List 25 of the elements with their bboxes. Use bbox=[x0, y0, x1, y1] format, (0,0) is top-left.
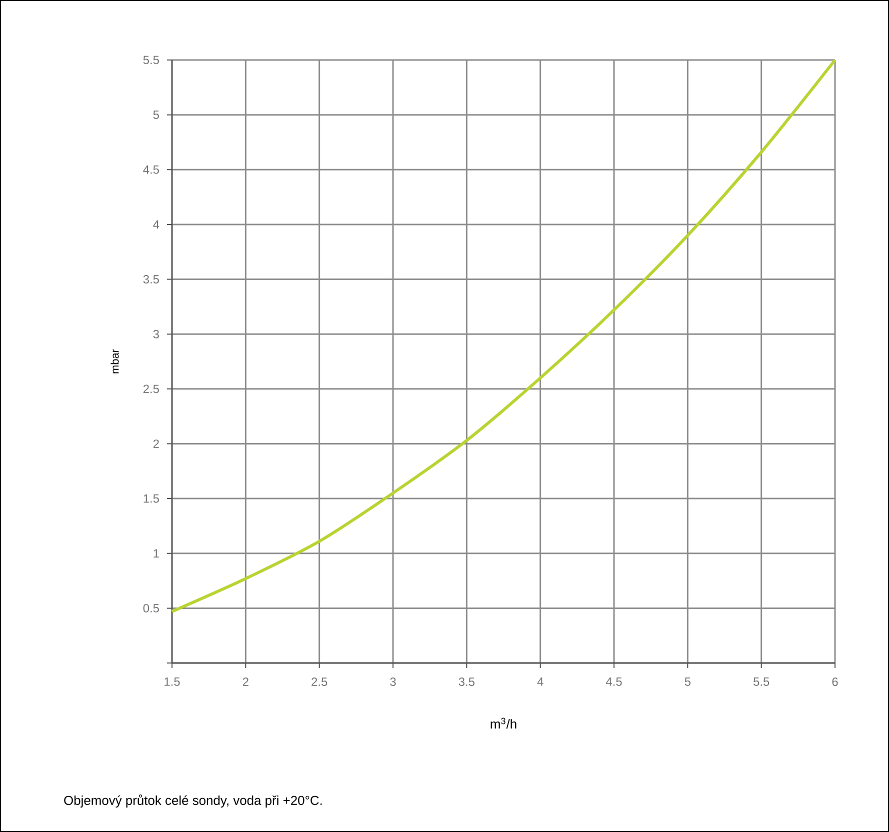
y-tick-label: 5.5 bbox=[143, 56, 159, 64]
x-tick-label: 2.5 bbox=[312, 678, 328, 686]
x-axis-title: m$^{3}$/h bbox=[490, 718, 516, 729]
x-tick-label: 3 bbox=[390, 678, 396, 686]
y-tick-label: 1 bbox=[154, 549, 159, 558]
x-tick-label: 1.5 bbox=[164, 678, 180, 686]
text: Objemový průtok celé sondy, voda při +20°C. bbox=[64, 794, 322, 808]
line-series bbox=[170, 58, 837, 613]
y-tick-label: 0.5 bbox=[143, 604, 159, 612]
y-tick-label: 2.5 bbox=[143, 384, 159, 394]
x-tick-label: 3.5 bbox=[458, 678, 474, 686]
y-axis-title: mbar bbox=[110, 349, 119, 374]
y-tick-label: 3 bbox=[153, 330, 159, 338]
x-tick-label: 5.5 bbox=[754, 678, 770, 686]
x-tick-label: 6 bbox=[832, 678, 838, 686]
x-tick-label: 2 bbox=[242, 678, 248, 686]
y-tick-label: 5 bbox=[153, 110, 159, 119]
y-tick-label: 3.5 bbox=[143, 275, 159, 284]
y-tick-label: 2 bbox=[153, 440, 159, 448]
y-tick-label: 4 bbox=[153, 220, 160, 229]
x-tick-label: 5 bbox=[684, 678, 690, 686]
x-tick-label: 4 bbox=[537, 678, 544, 686]
x-tick-label: 4.5 bbox=[606, 678, 622, 686]
y-tick-label: 4.5 bbox=[143, 165, 159, 174]
y-tick-label: 1.5 bbox=[144, 494, 159, 503]
